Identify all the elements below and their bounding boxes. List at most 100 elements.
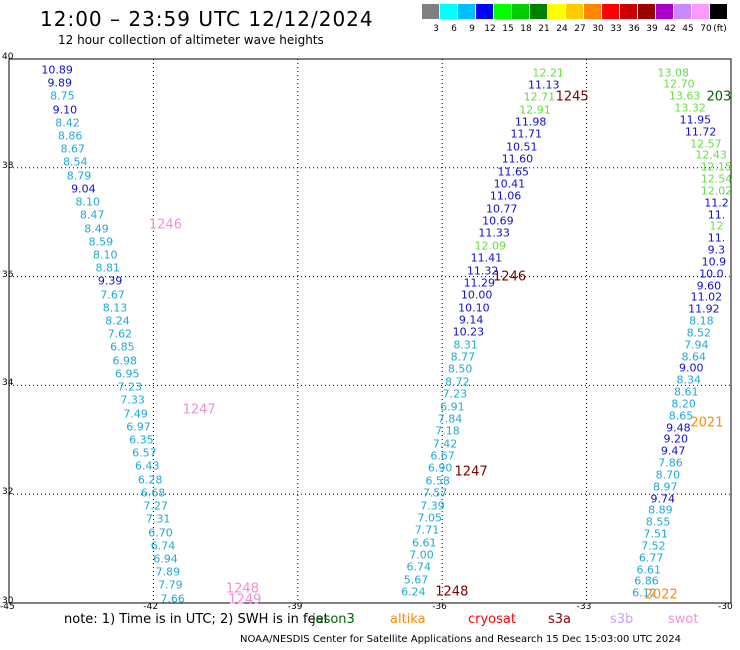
satellite-legend-item: jason3 <box>312 612 355 627</box>
wave-height-value: 13.32 <box>674 101 706 115</box>
wave-height-value: 7.89 <box>155 565 181 579</box>
wave-height-value: 8.50 <box>447 362 473 376</box>
wave-height-value: 7.23 <box>442 387 468 401</box>
wave-height-value: 7.79 <box>158 578 183 592</box>
color-swatch-label: 9 <box>469 24 475 34</box>
time-tag: 1248 <box>225 581 259 597</box>
wave-height-value: 12.54 <box>700 172 733 186</box>
wave-height-value: 11.06 <box>489 189 522 203</box>
wave-height-value: 7.31 <box>145 512 171 526</box>
wave-height-value: 6.35 <box>129 433 154 447</box>
latitude-label: 32 <box>2 487 14 498</box>
color-swatch <box>710 4 727 19</box>
wave-height-value: 11.72 <box>684 125 717 139</box>
wave-height-value: 7.86 <box>658 456 683 470</box>
color-swatch <box>548 4 565 19</box>
wave-height-value: 7.94 <box>684 338 709 352</box>
wave-height-value: 12.43 <box>695 148 727 162</box>
color-swatch-label: 36 <box>628 24 640 34</box>
wave-height-value: 9.20 <box>663 432 688 446</box>
color-swatch-label: 18 <box>520 24 532 34</box>
color-swatch-label: 3 <box>433 24 439 34</box>
color-swatch-label: 24 <box>556 24 568 34</box>
color-swatch <box>458 4 475 19</box>
wave-height-value: 8.75 <box>50 89 75 103</box>
wave-height-value: 12 <box>709 219 724 233</box>
wave-height-value: 7.57 <box>422 486 448 500</box>
wave-height-value: 9.3 <box>707 243 726 257</box>
wave-height-value: 7.00 <box>409 548 434 562</box>
wave-height-value: 8.97 <box>653 480 678 494</box>
wave-height-value: 13.08 <box>657 66 689 80</box>
wave-height-value: 8.64 <box>681 350 707 364</box>
wave-height-value: 11.98 <box>514 115 547 129</box>
wave-height-value: 7.18 <box>435 424 460 438</box>
time-tag: 1247 <box>182 402 216 418</box>
time-tag: 1245 <box>555 89 589 105</box>
wave-height-value: 6.86 <box>634 574 659 588</box>
time-tag: 2021 <box>690 415 724 431</box>
satellite-legend-item: cryosat <box>468 612 516 627</box>
wave-height-value: 11. <box>707 231 726 245</box>
wave-height-value: 10.10 <box>458 301 490 315</box>
color-swatch-label: 21 <box>538 24 550 34</box>
satellite-legend-item: altika <box>390 612 426 627</box>
wave-height-value: 10.41 <box>493 177 526 191</box>
wave-height-value: 6.43 <box>135 459 160 473</box>
color-swatch-label: 27 <box>574 24 586 34</box>
latitude-label: 38 <box>2 160 14 171</box>
wave-height-value: 12.21 <box>532 66 564 80</box>
wave-height-value: 11.32 <box>466 264 499 277</box>
wave-height-value: 11.33 <box>478 226 510 240</box>
wave-height-value: 8.65 <box>668 409 694 423</box>
color-swatch <box>674 4 691 19</box>
satellite-legend-item: s3a <box>548 612 572 627</box>
color-swatch <box>512 4 529 19</box>
wave-height-value: 6.28 <box>137 473 163 487</box>
wave-height-value: 7.39 <box>420 499 445 513</box>
longitude-label: -33 <box>576 602 592 612</box>
color-swatch <box>566 4 583 19</box>
longitude-label: -45 <box>0 602 15 612</box>
wave-height-value: 10.77 <box>485 202 518 216</box>
wave-height-value: 5.67 <box>403 573 429 587</box>
wave-height-value: 9.00 <box>679 361 704 375</box>
wave-height-value: 6.91 <box>440 400 465 414</box>
wave-height-value: 6.74 <box>406 560 432 574</box>
longitude-label: -39 <box>287 602 303 612</box>
wave-height-value: 8.86 <box>57 129 83 143</box>
wave-height-value: 6.58 <box>425 474 450 488</box>
time-tag: 1246 <box>493 269 527 285</box>
wave-height-value: 10.00 <box>460 288 493 302</box>
wave-height-value: 11.02 <box>690 290 723 304</box>
wave-height-value: 6.68 <box>140 486 166 500</box>
wave-height-value: 9.14 <box>458 313 484 327</box>
wave-height-value: 9.47 <box>660 444 686 458</box>
map-border <box>8 58 732 604</box>
longitude-label: -30 <box>718 602 733 612</box>
time-tag: 1248 <box>435 584 469 600</box>
wave-height-value: 9.48 <box>666 421 691 435</box>
color-swatch <box>692 4 709 19</box>
wave-height-value: 10.51 <box>506 140 538 154</box>
wave-height-value: 9.74 <box>650 492 676 506</box>
wave-height-value: 11.92 <box>688 302 720 316</box>
color-swatch <box>422 4 439 19</box>
wave-height-value: 6.61 <box>412 536 437 550</box>
wave-height-value: 7.27 <box>143 499 168 513</box>
wave-height-value: 10.89 <box>41 63 73 77</box>
wave-height-value: 8.34 <box>676 373 702 387</box>
wave-height-value: 6.98 <box>112 354 138 368</box>
footer-credit: NOAA/NESDIS Center for Satellite Applica… <box>240 634 682 645</box>
color-swatch <box>638 4 655 19</box>
wave-height-value: 6.90 <box>427 461 453 475</box>
wave-height-value: 7.42 <box>432 437 458 451</box>
wave-height-value: 8.55 <box>645 515 671 529</box>
wave-height-value: 7.33 <box>120 393 145 407</box>
wave-height-value: 11.95 <box>679 113 712 127</box>
color-swatch-label: 12 <box>484 24 496 34</box>
wave-height-value: 8.47 <box>79 208 105 222</box>
time-tag: 1246 <box>148 217 182 233</box>
wave-height-value: 11.2 <box>704 196 729 210</box>
wave-height-value: 11. <box>707 208 726 222</box>
